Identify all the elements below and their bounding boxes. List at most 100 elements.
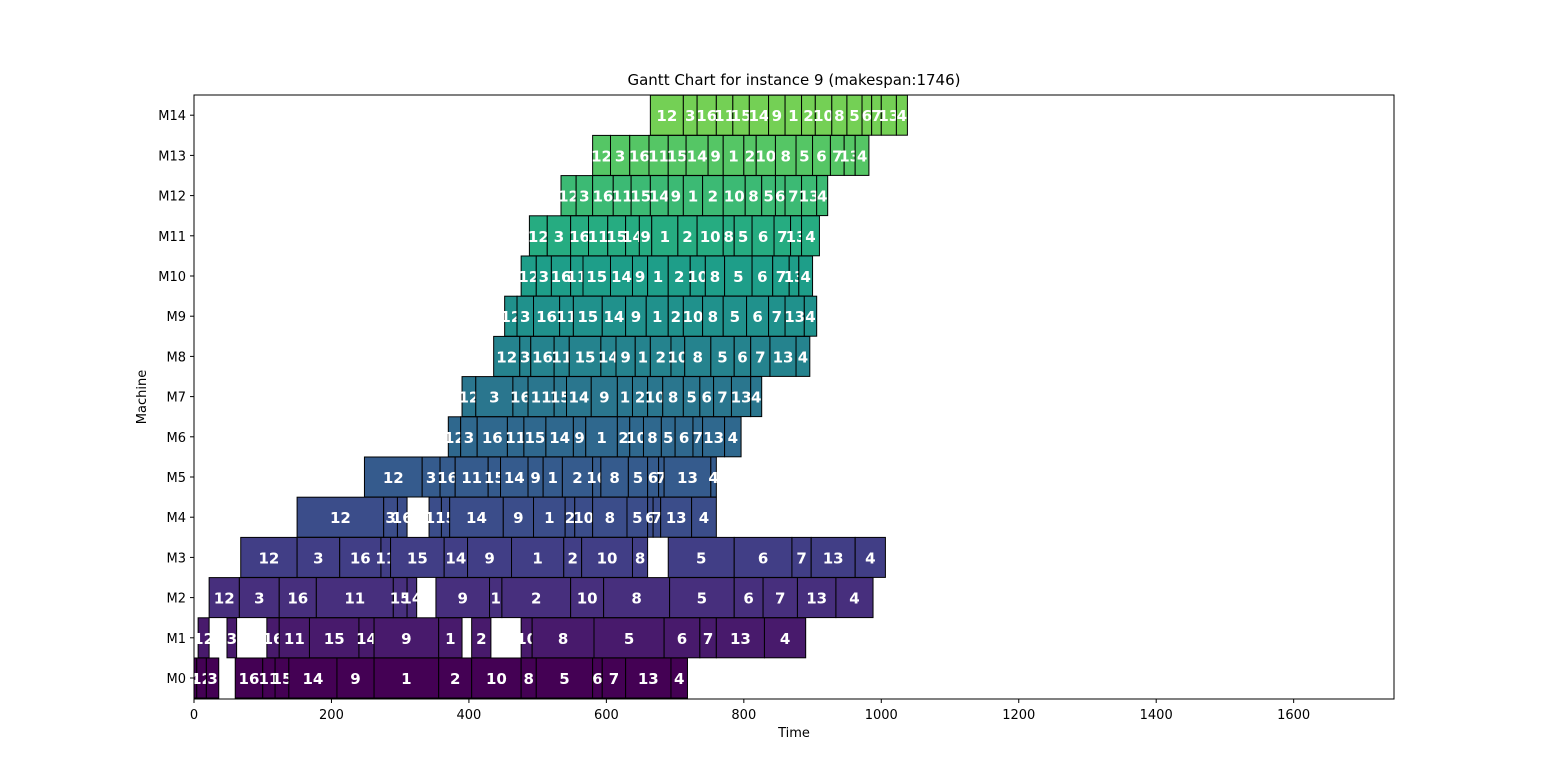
task-label-m5-job-11: 11 [461,469,482,487]
task-label-m5-job-3: 3 [426,469,436,487]
task-label-m2-job-10: 10 [577,590,598,608]
task-label-m2-job-16: 16 [287,590,308,608]
task-label-m6-job-7: 7 [693,429,703,447]
task-bar-m2-job-16 [278,577,317,619]
task-bar-m1-job-12 [197,617,210,659]
task-label-m5-job-6: 6 [648,469,658,487]
task-label-m3-job-16: 16 [350,549,371,567]
task-label-m3-job-1: 1 [532,549,542,567]
y-tick-label-m5: M5 [167,471,187,486]
y-tick-label-m11: M11 [158,230,186,245]
task-label-m6-job-9: 9 [574,429,584,447]
y-tick-label-m7: M7 [167,391,187,406]
task-label-m1-job-11: 11 [284,630,305,648]
task-label-m6-job-14: 14 [549,429,570,447]
task-label-m14-job-16: 16 [696,107,717,125]
task-label-m5-job-7: 7 [656,469,666,487]
task-label-m0-job-8: 8 [523,670,533,688]
task-label-m10-job-15: 15 [586,268,607,286]
task-bar-m6-job-16 [476,416,508,458]
task-label-m11-job-9: 9 [640,228,650,246]
task-label-m11-job-16: 16 [569,228,590,246]
y-axis-title: Machine [135,370,150,424]
task-label-m12-job-8: 8 [748,188,758,206]
task-label-m2-job-2: 2 [531,590,541,608]
task-label-m8-job-2: 2 [655,348,665,366]
task-label-m11-job-15: 15 [606,228,627,246]
task-label-m10-job-10: 10 [687,268,708,286]
task-label-m10-job-6: 6 [757,268,767,286]
task-label-m9-job-13: 13 [784,308,805,326]
task-label-m6-job-12: 12 [444,429,465,447]
task-bar-m14-job-12 [649,94,684,136]
task-label-m7-job-1: 1 [620,389,630,407]
task-label-m14-job-9: 9 [772,107,782,125]
task-label-m4-job-5: 5 [632,509,642,527]
task-label-m2-job-11: 11 [344,590,365,608]
y-tick-label-m6: M6 [167,431,187,446]
task-label-m0-job-4: 4 [190,670,200,688]
task-label-m10-job-8: 8 [710,268,720,286]
task-label-m5-job-14: 14 [504,469,525,487]
task-label-m8-job-1: 1 [638,348,648,366]
task-label-m8-job-16: 16 [532,348,553,366]
task-label-m0-job-6: 6 [592,670,602,688]
task-label-m6-job-16: 16 [482,429,503,447]
task-label-m0-job-9: 9 [350,670,360,688]
task-label-m9-job-4: 4 [805,308,815,326]
task-label-m3-job-7: 7 [796,549,806,567]
task-bar-m5-job-14 [500,456,529,498]
task-label-m9-job-7: 7 [772,308,782,326]
task-label-m4-job-1: 1 [544,509,554,527]
task-bar-m2-job-3 [238,577,280,619]
x-tick-label-600: 600 [594,708,619,723]
task-label-m7-job-3: 3 [489,389,499,407]
task-label-m10-job-5: 5 [733,268,743,286]
task-label-m14-job-13: 13 [878,107,899,125]
task-label-m10-job-4: 4 [800,268,810,286]
task-label-m10-job-1: 1 [653,268,663,286]
y-tick-label-m4: M4 [167,511,187,526]
task-label-m6-job-15: 15 [524,429,545,447]
task-label-m12-job-4: 4 [817,188,827,206]
task-label-m12-job-13: 13 [799,188,820,206]
task-label-m3-job-9: 9 [484,549,494,567]
task-label-m2-job-15: 15 [390,590,411,608]
task-label-m4-job-11: 11 [425,509,446,527]
task-label-m9-job-8: 8 [708,308,718,326]
task-label-m10-job-11: 11 [566,268,587,286]
task-label-m8-job-12: 12 [496,348,517,366]
task-label-m0-job-5: 5 [559,670,569,688]
task-label-m9-job-9: 9 [631,308,641,326]
task-label-m13-job-14: 14 [687,147,708,165]
task-label-m8-job-5: 5 [717,348,727,366]
task-label-m8-job-11: 11 [551,348,572,366]
task-label-m0-job-3: 3 [207,670,217,688]
task-bar-m2-job-5 [669,577,735,619]
task-label-m13-job-6: 6 [816,147,826,165]
task-label-m3-job-5: 5 [696,549,706,567]
task-label-m6-job-1: 1 [596,429,606,447]
task-label-m7-job-2: 2 [635,389,645,407]
task-label-m1-job-8: 8 [558,630,568,648]
task-label-m8-job-3: 3 [520,348,530,366]
x-tick-label-1400: 1400 [1140,708,1173,723]
y-tick-label-m14: M14 [158,109,186,124]
task-label-m6-job-11: 11 [505,429,526,447]
task-label-m14-job-11: 11 [714,107,735,125]
task-bar-m2-job-12 [208,577,240,619]
task-label-m14-job-14: 14 [749,107,770,125]
y-tick-label-m3: M3 [167,551,187,566]
task-bar-m4-job-12 [296,496,385,538]
task-label-m12-job-10: 10 [724,188,745,206]
task-bar-m7-job-3 [475,376,514,418]
task-label-m12-job-14: 14 [649,188,670,206]
task-bar-m2-job-8 [603,577,671,619]
task-label-m14-job-10: 10 [813,107,834,125]
task-bar-m2-job-11 [315,577,394,619]
task-label-m11-job-3: 3 [554,228,564,246]
task-label-m3-job-6: 6 [758,549,768,567]
x-tick-label-0: 0 [190,708,198,723]
task-label-m5-job-13: 13 [677,469,698,487]
